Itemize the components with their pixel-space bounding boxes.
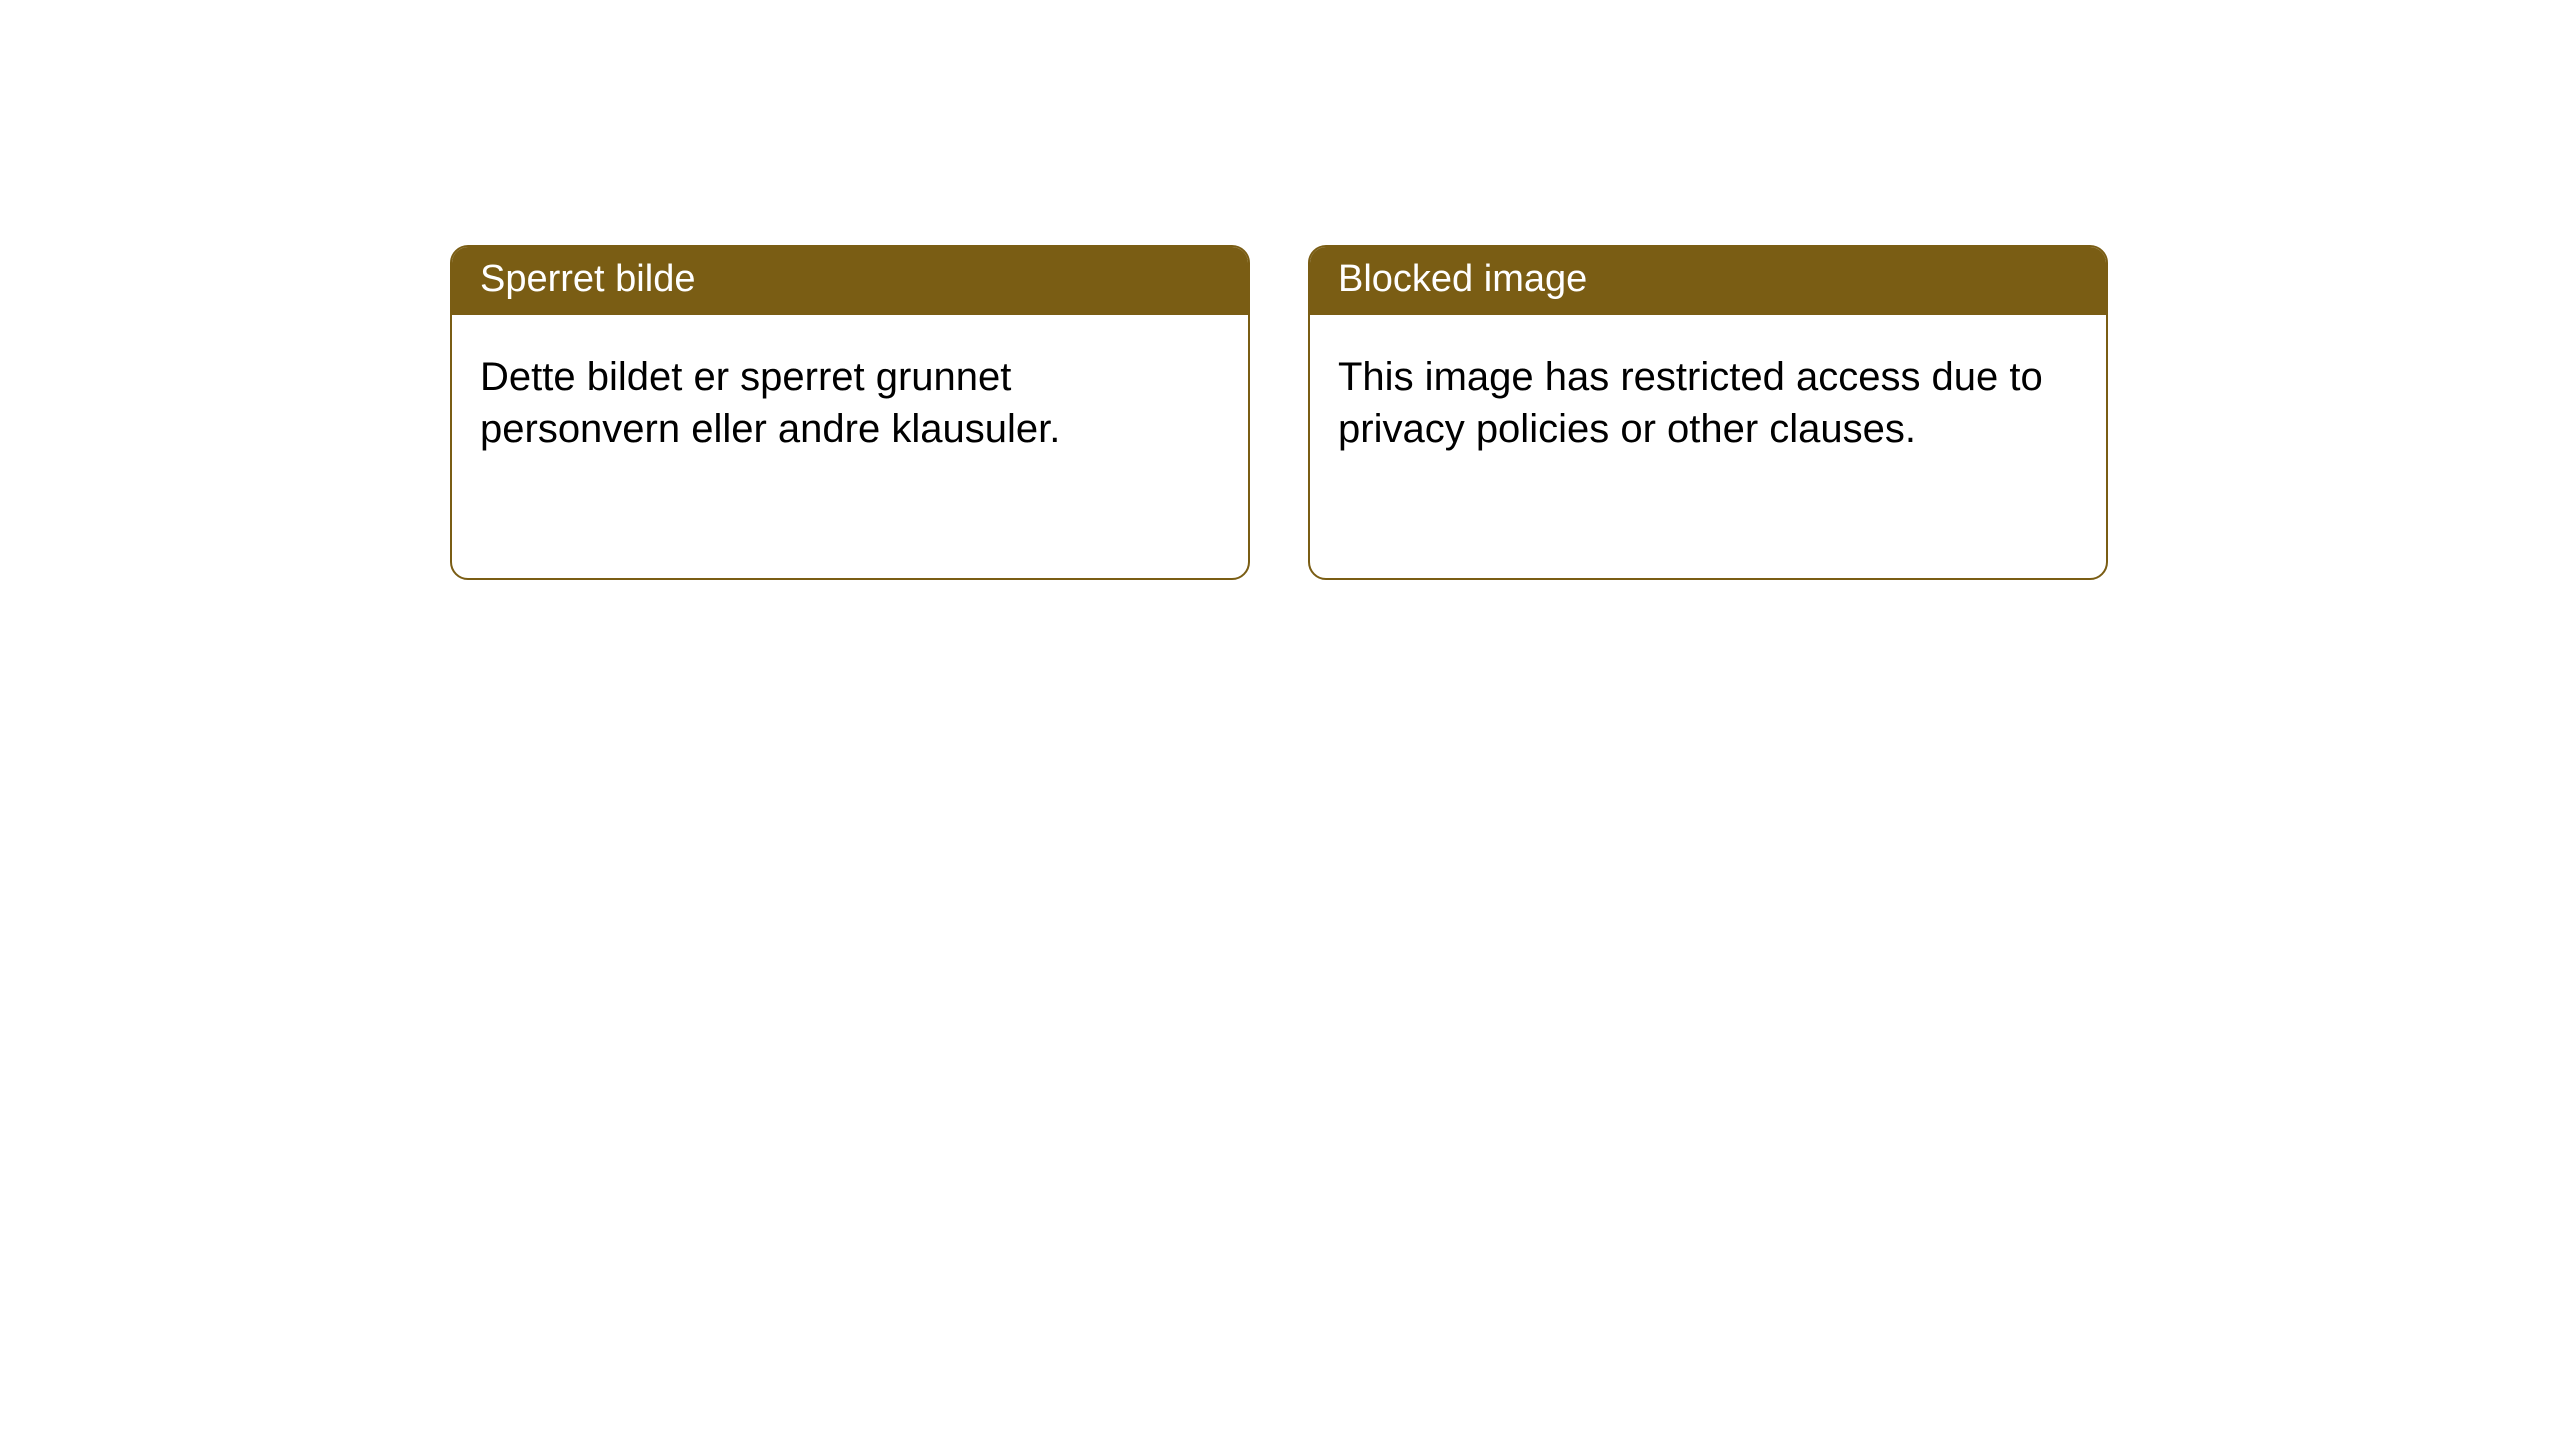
- cards-container: Sperret bilde Dette bildet er sperret gr…: [450, 245, 2108, 580]
- blocked-image-card-en: Blocked image This image has restricted …: [1308, 245, 2108, 580]
- card-header-en: Blocked image: [1310, 247, 2106, 315]
- card-body-no: Dette bildet er sperret grunnet personve…: [452, 315, 1248, 578]
- card-header-no: Sperret bilde: [452, 247, 1248, 315]
- card-title-en: Blocked image: [1338, 258, 1587, 300]
- card-text-no: Dette bildet er sperret grunnet personve…: [480, 351, 1220, 455]
- card-body-en: This image has restricted access due to …: [1310, 315, 2106, 578]
- blocked-image-card-no: Sperret bilde Dette bildet er sperret gr…: [450, 245, 1250, 580]
- card-title-no: Sperret bilde: [480, 258, 695, 300]
- card-text-en: This image has restricted access due to …: [1338, 351, 2078, 455]
